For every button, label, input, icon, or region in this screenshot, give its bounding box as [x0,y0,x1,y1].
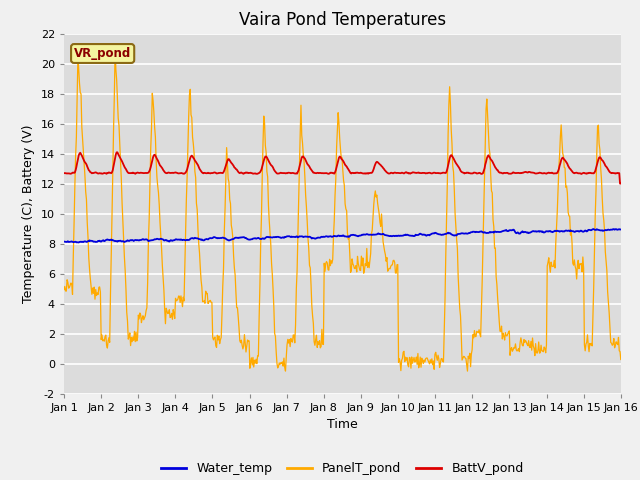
Y-axis label: Temperature (C), Battery (V): Temperature (C), Battery (V) [22,124,35,303]
Title: Vaira Pond Temperatures: Vaira Pond Temperatures [239,11,446,29]
X-axis label: Time: Time [327,418,358,431]
Text: VR_pond: VR_pond [74,47,131,60]
Legend: Water_temp, PanelT_pond, BattV_pond: Water_temp, PanelT_pond, BattV_pond [156,457,529,480]
